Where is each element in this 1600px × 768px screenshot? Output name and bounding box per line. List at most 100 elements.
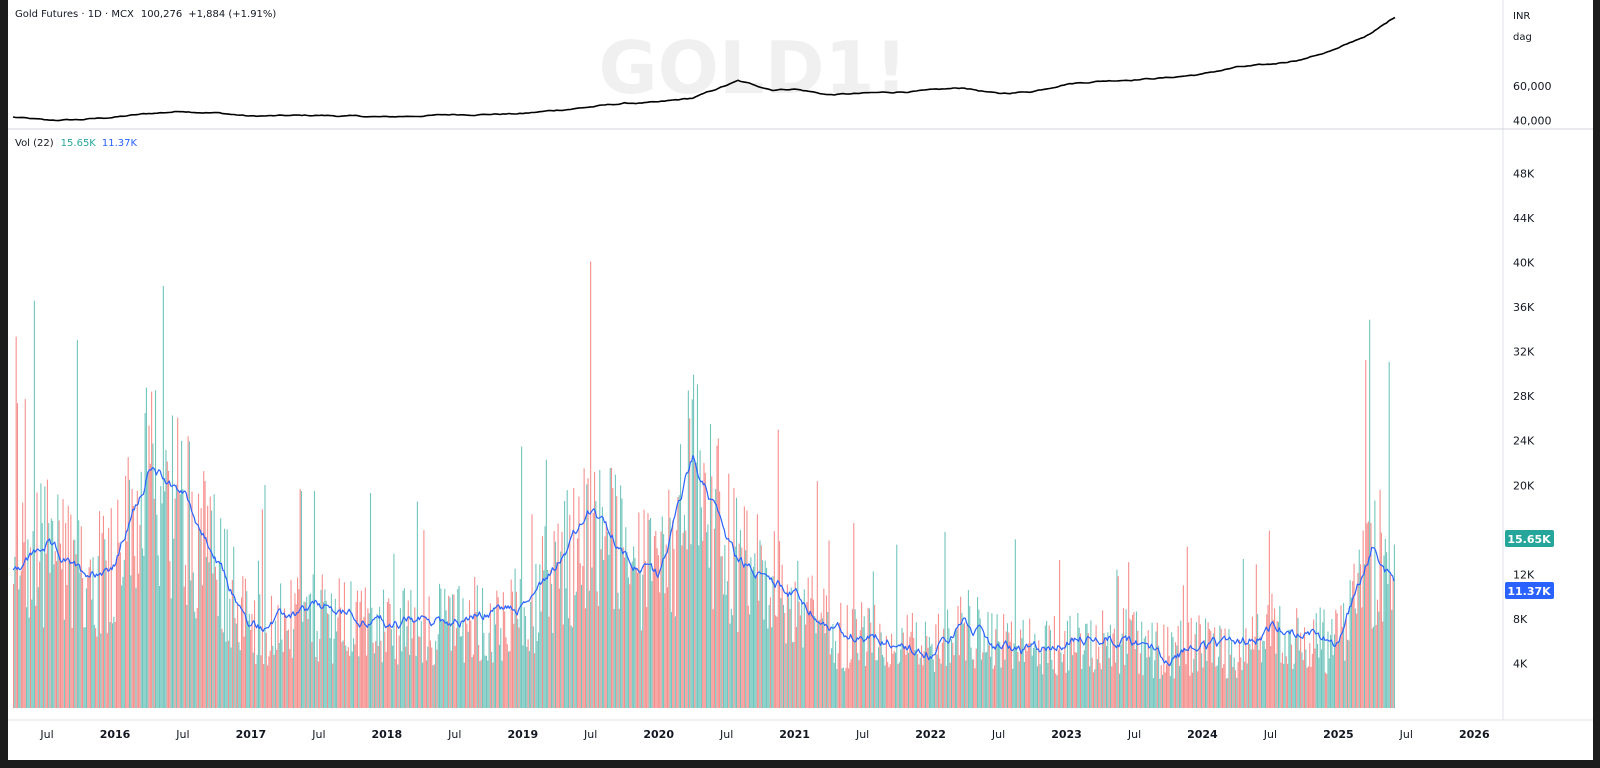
time-tick-label: 2017	[236, 728, 267, 741]
volume-bar	[1167, 627, 1169, 708]
volume-bar	[127, 457, 129, 708]
volume-bar	[200, 508, 202, 708]
volume-bar	[1082, 654, 1084, 708]
time-tick-label: Jul	[1399, 728, 1413, 741]
volume-bar	[973, 659, 975, 708]
volume-bar	[698, 545, 700, 708]
volume-bar	[625, 527, 627, 708]
volume-bar	[773, 531, 775, 708]
volume-bar	[285, 614, 287, 708]
volume-bar	[924, 621, 926, 708]
volume-bar	[237, 603, 239, 708]
volume-bar	[280, 583, 282, 708]
volume-bar	[556, 562, 558, 708]
volume-bar	[639, 569, 641, 708]
volume-bar	[16, 403, 19, 708]
volume-bar	[75, 554, 77, 708]
volume-bar	[863, 616, 865, 708]
volume-bar	[937, 613, 940, 708]
volume-bar	[927, 647, 929, 708]
volume-bar	[497, 597, 499, 708]
volume-bar	[673, 549, 675, 708]
volume-bar	[449, 597, 451, 708]
volume-bar	[1012, 668, 1014, 708]
volume-bar	[596, 591, 598, 708]
volume-bar	[622, 547, 624, 708]
volume-bar	[130, 575, 132, 708]
volume-bar	[829, 654, 831, 708]
volume-bar	[272, 645, 274, 708]
volume-bar	[818, 620, 820, 708]
volume-bar	[771, 627, 773, 708]
volume-bar	[1031, 655, 1033, 708]
volume-bar	[607, 532, 609, 708]
volume-bar	[117, 499, 119, 708]
volume-bar	[1190, 617, 1192, 708]
volume-bar	[453, 594, 455, 708]
volume-bar	[1251, 616, 1253, 708]
volume-bar	[1043, 646, 1045, 708]
time-tick-label: Jul	[583, 728, 597, 741]
volume-bar	[274, 620, 276, 708]
volume-bar	[346, 651, 348, 708]
volume-bar	[975, 648, 977, 708]
time-tick-label: 2026	[1459, 728, 1490, 741]
volume-bar	[468, 600, 471, 708]
volume-bar	[545, 459, 547, 708]
volume-bar	[1279, 606, 1281, 708]
volume-bar	[990, 656, 992, 708]
volume-bar	[1049, 630, 1052, 708]
volume-bar	[790, 587, 792, 708]
volume-bar	[255, 664, 257, 708]
volume-bar	[1393, 544, 1395, 708]
volume-bar	[386, 602, 388, 708]
volume-bar	[1143, 638, 1145, 708]
volume-badge-text: 15.65K	[1507, 533, 1551, 546]
volume-ma-line	[12, 455, 1395, 667]
volume-bar	[369, 493, 372, 708]
chart-frame: GOLD1! Gold Futures · 1D · MCX 100,276 +1,…	[8, 0, 1593, 760]
volume-bar	[363, 616, 365, 708]
volume-bar	[1137, 630, 1139, 708]
volume-bar	[333, 638, 335, 708]
ma-badge-bg	[1505, 582, 1554, 599]
volume-tick-label: 36K	[1513, 301, 1535, 314]
volume-bar	[1309, 643, 1311, 708]
volume-bar	[1384, 538, 1386, 708]
volume-bar	[338, 578, 340, 708]
volume-bar	[276, 649, 278, 708]
volume-bar	[505, 637, 507, 708]
volume-bar	[89, 559, 91, 708]
volume-bar	[248, 613, 250, 708]
volume-bar	[1219, 625, 1221, 708]
time-tick-label: Jul	[719, 728, 733, 741]
volume-bar	[811, 575, 813, 708]
volume-bar	[294, 593, 296, 708]
volume-bar	[700, 507, 702, 708]
volume-bar	[789, 608, 791, 708]
volume-bar	[87, 576, 89, 708]
volume-bar	[557, 523, 559, 708]
volume-bar	[1274, 608, 1276, 708]
volume-bar	[1016, 646, 1018, 708]
volume-bar	[900, 649, 902, 708]
volume-bar	[626, 552, 628, 708]
volume-bar	[213, 494, 215, 708]
volume-bar	[267, 665, 269, 708]
volume-bar	[168, 470, 170, 708]
volume-bar	[1099, 663, 1101, 708]
volume-bar	[874, 605, 876, 708]
volume-bar	[1335, 609, 1337, 708]
volume-bar	[1060, 652, 1062, 708]
volume-bar	[244, 578, 246, 708]
volume-bar	[251, 614, 253, 708]
volume-bar	[101, 533, 103, 708]
volume-bar	[307, 619, 309, 708]
volume-bar	[131, 489, 133, 708]
volume-tick-label: 44K	[1513, 212, 1535, 225]
volume-bar	[1277, 622, 1280, 708]
volume-bar	[39, 561, 41, 708]
volume-bar	[750, 557, 752, 708]
volume-bar	[634, 558, 636, 708]
volume-bar	[229, 598, 231, 708]
